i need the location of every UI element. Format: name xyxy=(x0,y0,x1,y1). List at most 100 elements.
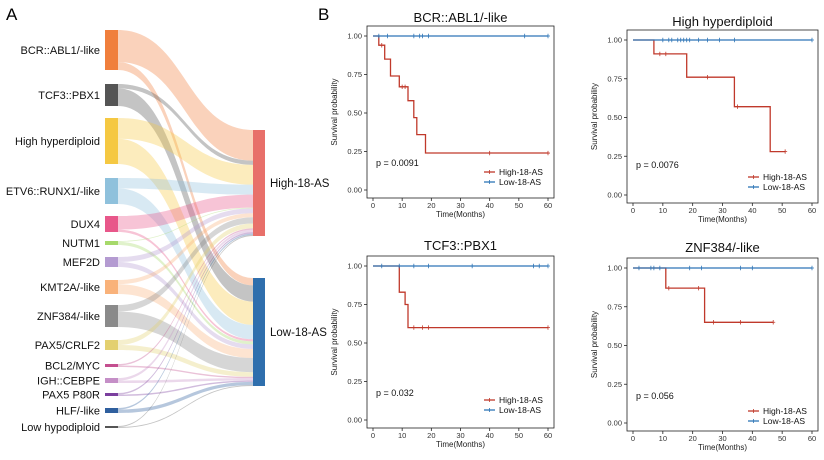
legend-label-low-18-as: Low-18-AS xyxy=(763,182,805,192)
censor-mark-high-18-as xyxy=(705,75,710,80)
legend-marker-high-18-as xyxy=(751,409,756,413)
x-tick-label: 60 xyxy=(808,206,816,215)
x-tick-label: 20 xyxy=(427,201,435,210)
censor-mark-low-18-as xyxy=(660,37,665,43)
censor-mark-low-18-as xyxy=(376,33,381,39)
link-bcl2-myc-high xyxy=(118,228,253,366)
node-tcf3-pbx1 xyxy=(105,84,118,106)
label-bcr-abl1-like: BCR::ABL1/-like xyxy=(21,45,100,57)
censor-mark-low-18-as xyxy=(411,263,416,269)
censor-mark-low-18-as xyxy=(531,263,536,269)
node-nutm1 xyxy=(105,241,118,245)
km-plot-high-hyperdiploid: High hyperdiploid 0.00 0.25 0.50 0.75 1.00 0 10… xyxy=(590,14,819,224)
censor-mark-low-18-as xyxy=(705,37,710,43)
censor-mark-low-18-as xyxy=(546,263,550,269)
curve-high-18-as xyxy=(373,265,548,329)
plot-title: ZNF384/-like xyxy=(685,240,759,255)
y-tick-label: 0.25 xyxy=(607,152,622,161)
censor-mark-low-18-as xyxy=(546,33,550,39)
link-pax5-crlf2-low xyxy=(118,345,253,377)
x-axis-label: Time(Months) xyxy=(436,440,485,449)
p-value: p = 0.0076 xyxy=(636,160,679,170)
y-axis-label: Survival probability xyxy=(330,78,339,145)
x-tick-label: 10 xyxy=(659,206,667,215)
y-tick-label: 1.00 xyxy=(607,36,622,45)
censor-mark-low-18-as xyxy=(750,265,755,271)
y-tick-label: 0.00 xyxy=(607,419,622,428)
censor-mark-high-18-as xyxy=(403,84,408,90)
panel-label-b: B xyxy=(318,5,329,24)
censor-mark-low-18-as xyxy=(738,265,743,271)
link-igh-cebpe-low xyxy=(118,378,253,383)
censor-mark-low-18-as xyxy=(522,33,527,39)
label-kmt2a-like: KMT2A/-like xyxy=(40,282,100,294)
legend-marker-low-18-as xyxy=(751,419,756,423)
censor-mark-low-18-as xyxy=(379,263,384,269)
x-tick-label: 0 xyxy=(631,434,635,443)
censor-mark-low-18-as xyxy=(669,37,674,43)
censor-mark-high-18-as xyxy=(783,149,788,154)
link-nutm1-high xyxy=(118,207,253,242)
x-tick-label: 20 xyxy=(688,206,696,215)
link-hlf-like-low xyxy=(118,381,253,413)
x-tick-label: 30 xyxy=(456,431,464,440)
censor-mark-low-18-as xyxy=(696,37,701,43)
link-kmt2a-like-low xyxy=(118,284,253,359)
censor-mark-high-18-as xyxy=(771,320,776,325)
link-low-hypodiploid-low xyxy=(118,385,253,428)
x-tick-label: 0 xyxy=(371,431,375,440)
label-bcl2-myc: BCL2/MYC xyxy=(45,361,100,373)
plot-title: High hyperdiploid xyxy=(672,14,772,29)
y-tick-label: 0.00 xyxy=(607,191,622,200)
link-pax5-p80r-low xyxy=(118,380,253,396)
censor-mark-high-18-as xyxy=(487,150,492,156)
link-igh-cebpe-high xyxy=(118,229,253,381)
link-bcl2-myc-low xyxy=(118,365,253,379)
y-tick-label: 0.50 xyxy=(347,339,362,348)
node-high-18-as xyxy=(253,130,265,236)
link-etv6-runx1-like-high xyxy=(118,178,253,195)
legend-label-low-18-as: Low-18-AS xyxy=(499,405,541,415)
censor-mark-high-18-as xyxy=(426,325,431,330)
legend-marker-high-18-as xyxy=(751,175,756,179)
label-igh-cebpe: IGH::CEBPE xyxy=(37,376,100,388)
x-axis-label: Time(Months) xyxy=(698,443,747,452)
node-mef2d xyxy=(105,257,118,267)
x-tick-label: 40 xyxy=(485,201,493,210)
label-high-hyperdiploid: High hyperdiploid xyxy=(15,136,100,148)
p-value: p = 0.032 xyxy=(376,388,414,398)
y-tick-label: 0.50 xyxy=(607,113,622,122)
censor-mark-high-18-as xyxy=(735,104,740,109)
node-bcl2-myc xyxy=(105,364,118,367)
link-mef2d-high xyxy=(118,208,253,262)
legend-marker-low-18-as xyxy=(487,180,492,184)
x-tick-label: 10 xyxy=(659,434,667,443)
censor-mark-high-18-as xyxy=(657,51,662,57)
label-mef2d: MEF2D xyxy=(63,257,100,269)
link-nutm1-low xyxy=(118,241,253,345)
link-hlf-like-high xyxy=(118,233,253,410)
y-axis-label: Survival probability xyxy=(330,308,339,375)
x-tick-label: 0 xyxy=(631,206,635,215)
censor-mark-low-18-as xyxy=(385,33,390,39)
y-tick-label: 0.75 xyxy=(347,300,362,309)
x-tick-label: 40 xyxy=(748,206,756,215)
sankey-links xyxy=(118,30,253,428)
legend-marker-high-18-as xyxy=(487,170,492,174)
censor-mark-low-18-as xyxy=(636,265,641,271)
x-tick-label: 60 xyxy=(808,434,816,443)
censor-mark-low-18-as xyxy=(687,37,692,43)
y-tick-label: 0.25 xyxy=(347,377,362,386)
link-pax5-p80r-high xyxy=(118,232,253,395)
node-low-18-as xyxy=(253,278,265,386)
legend-marker-high-18-as xyxy=(487,398,492,402)
x-tick-label: 20 xyxy=(427,431,435,440)
censor-mark-low-18-as xyxy=(717,37,722,43)
link-high-hyperdiploid-high xyxy=(118,118,253,185)
node-low-hypodiploid xyxy=(105,426,118,428)
p-value: p = 0.056 xyxy=(636,391,674,401)
legend-marker-low-18-as xyxy=(487,408,492,412)
